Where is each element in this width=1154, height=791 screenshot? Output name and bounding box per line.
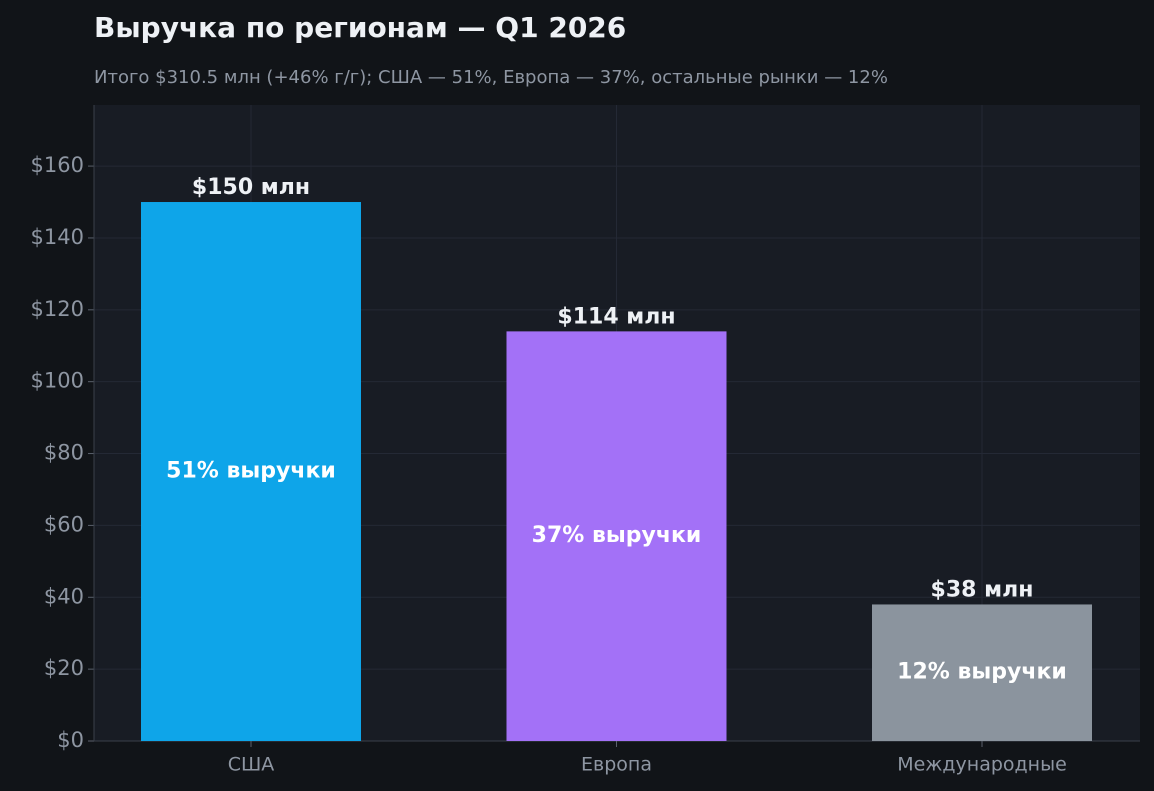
value-label: $150 млн bbox=[192, 175, 310, 200]
y-tick-label: $20 bbox=[44, 656, 84, 680]
x-tick-label: США bbox=[228, 754, 275, 776]
bar-annotation: 51% выручки bbox=[166, 459, 336, 484]
y-tick-label: $140 bbox=[31, 225, 84, 249]
x-tick-label: Европа bbox=[581, 754, 652, 776]
value-label: $38 млн bbox=[931, 577, 1034, 602]
value-label: $114 млн bbox=[557, 304, 675, 329]
y-tick-label: $0 bbox=[57, 728, 84, 752]
y-tick-label: $160 bbox=[31, 153, 84, 177]
bar bbox=[872, 604, 1092, 741]
y-tick-label: $60 bbox=[44, 512, 84, 536]
y-tick-label: $120 bbox=[31, 297, 84, 321]
bar bbox=[506, 331, 727, 741]
bar-annotation: 37% выручки bbox=[532, 523, 702, 548]
y-tick-label: $80 bbox=[44, 441, 84, 465]
x-tick-label: Международные bbox=[897, 754, 1067, 776]
chart-title: Выручка по регионам — Q1 2026 bbox=[94, 11, 626, 44]
y-tick-label: $40 bbox=[44, 584, 84, 608]
bar-annotation: 12% выручки bbox=[897, 660, 1067, 685]
chart-subtitle: Итого $310.5 млн (+46% г/г); США — 51%, … bbox=[94, 67, 888, 88]
y-tick-label: $100 bbox=[31, 369, 84, 393]
bar bbox=[141, 202, 361, 741]
